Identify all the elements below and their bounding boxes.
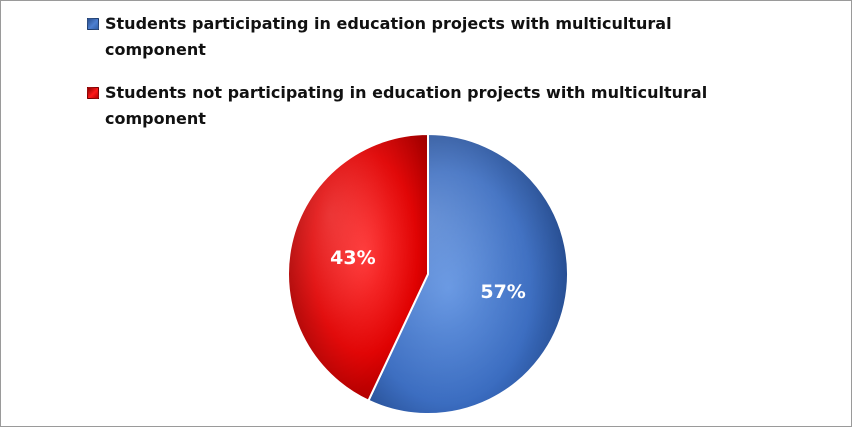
pie-label-participating: 57%	[480, 281, 525, 303]
pie-slices	[287, 132, 569, 415]
legend-item-participating: Students participating in education proj…	[87, 11, 777, 63]
pie-slice-participating-gloss	[368, 134, 568, 414]
legend-item-not-participating: Students not participating in education …	[87, 80, 777, 132]
legend-swatch-red	[87, 87, 99, 99]
pie-labels: 57% 43%	[330, 247, 526, 303]
legend-label-not-participating: Students not participating in education …	[105, 83, 708, 128]
legend-swatch-blue	[87, 18, 99, 30]
legend-label-participating: Students participating in education proj…	[105, 14, 672, 59]
legend: Students participating in education proj…	[87, 11, 777, 149]
pie-label-not-participating: 43%	[330, 247, 375, 269]
pie-slice-not-participating-gloss	[288, 134, 428, 401]
